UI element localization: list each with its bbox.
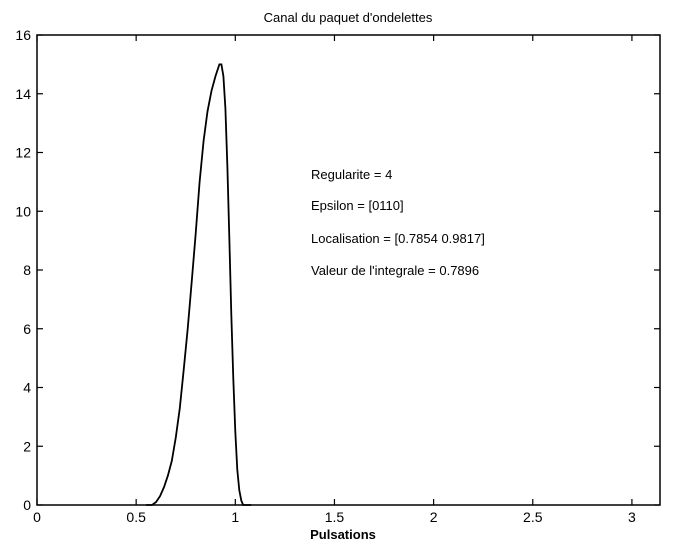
y-tick-label: 8 — [23, 262, 31, 278]
y-tick-label: 6 — [23, 321, 31, 337]
x-tick-label: 2.5 — [523, 509, 543, 525]
y-tick-label: 14 — [15, 86, 31, 102]
x-tick-label: 0 — [33, 509, 41, 525]
y-tick-label: 2 — [23, 438, 31, 454]
x-tick-label: 1 — [231, 509, 239, 525]
x-tick-label: 1.5 — [325, 509, 345, 525]
y-tick-label: 10 — [15, 203, 31, 219]
series-line — [146, 63, 252, 506]
chart-title: Canal du paquet d'ondelettes — [264, 10, 433, 25]
y-tick-label: 0 — [23, 497, 31, 513]
y-tick-label: 4 — [23, 380, 31, 396]
annotation-epsilon: Epsilon = [0110] — [311, 198, 404, 213]
y-tick-label: 16 — [15, 27, 31, 43]
x-tick-label: 2 — [430, 509, 438, 525]
x-tick-label: 0.5 — [126, 509, 146, 525]
tick-labels: 0 0.5 1 1.5 2 2.5 3 0 2 4 6 8 10 12 14 16 — [15, 27, 636, 525]
y-tick-label: 12 — [15, 145, 31, 161]
annotation-regularite: Regularite = 4 — [311, 167, 392, 182]
x-tick-label: 3 — [628, 509, 636, 525]
x-axis-label: Pulsations — [310, 527, 376, 542]
axis-ticks — [36, 34, 660, 506]
annotation-localisation: Localisation = [0.7854 0.9817] — [311, 231, 485, 246]
annotation-integrale: Valeur de l'integrale = 0.7896 — [311, 263, 479, 278]
